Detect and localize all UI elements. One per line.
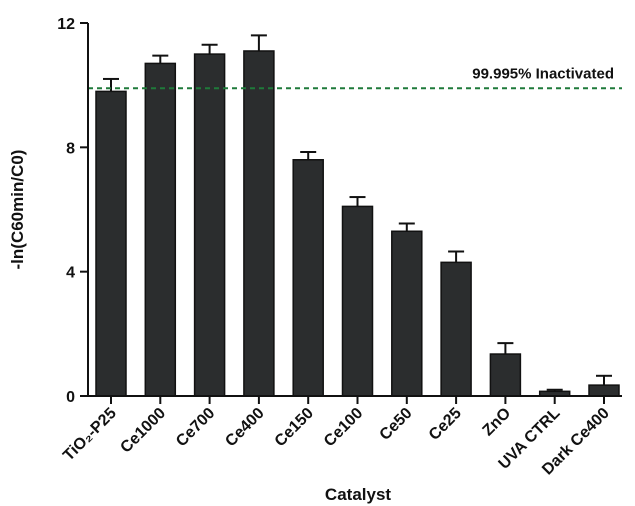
x-tick-label: TiO₂-P25: [60, 405, 120, 465]
bar: [391, 230, 423, 397]
error-bar: [497, 342, 514, 355]
bar: [193, 53, 226, 397]
x-tick-label: Ce150: [272, 405, 317, 450]
axes-layer: [87, 23, 622, 397]
reference-line-label: 99.995% Inactivated: [472, 65, 614, 82]
y-tick-label: 12: [57, 16, 75, 33]
bar: [292, 159, 324, 397]
bars-layer: [95, 50, 620, 397]
x-tick-label: ZnO: [480, 405, 515, 440]
error-bar: [250, 34, 267, 51]
bar: [588, 384, 620, 397]
bar: [95, 90, 127, 397]
x-axis-title: Catalyst: [325, 485, 391, 504]
error-bar: [152, 54, 169, 64]
x-tick-label: Ce1000: [117, 405, 169, 457]
y-tick-label: 0: [66, 389, 75, 406]
x-tick-label: Ce700: [173, 405, 218, 450]
bar: [144, 62, 177, 397]
error-bars-layer: [103, 34, 612, 392]
bar: [243, 50, 275, 397]
x-tick-label: Ce100: [321, 405, 366, 450]
x-tick-label: Ce25: [426, 405, 465, 444]
error-bar: [546, 388, 563, 392]
error-bar: [349, 196, 366, 207]
error-bar: [596, 374, 612, 386]
error-bar: [103, 77, 119, 92]
error-bar: [201, 43, 218, 55]
bar: [489, 353, 522, 397]
error-bar: [448, 250, 465, 263]
y-tick-label: 4: [66, 265, 75, 282]
bar: [341, 205, 374, 397]
error-bar: [398, 222, 415, 232]
x-tick-label: Ce50: [377, 405, 416, 444]
bar: [440, 261, 472, 397]
error-bar: [300, 150, 317, 160]
x-tick-label: Ce400: [222, 405, 267, 450]
y-tick-label: 8: [66, 140, 75, 157]
y-ticks-layer: 0 4 8 12: [57, 16, 88, 406]
y-axis-title: -ln(C60min/C0): [8, 150, 27, 270]
